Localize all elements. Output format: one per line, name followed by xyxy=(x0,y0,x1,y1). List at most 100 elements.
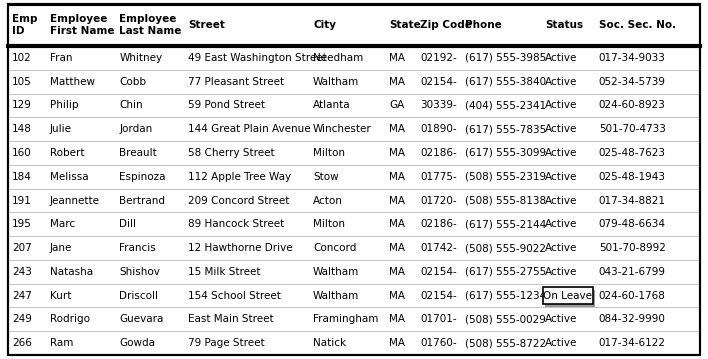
Text: Concord: Concord xyxy=(313,243,356,253)
Text: MA: MA xyxy=(389,314,405,324)
Text: 266: 266 xyxy=(12,338,32,348)
Text: 01775-: 01775- xyxy=(421,172,457,182)
Text: East Main Street: East Main Street xyxy=(188,314,274,324)
Text: Milton: Milton xyxy=(313,148,345,158)
Text: Phone: Phone xyxy=(465,20,502,30)
Text: MA: MA xyxy=(389,267,405,277)
Text: (617) 555-7835: (617) 555-7835 xyxy=(465,124,547,134)
Text: 77 Pleasant Street: 77 Pleasant Street xyxy=(188,77,285,87)
Text: Melissa: Melissa xyxy=(50,172,88,182)
Text: MA: MA xyxy=(389,77,405,87)
Text: Waltham: Waltham xyxy=(313,290,359,300)
Text: 017-34-6122: 017-34-6122 xyxy=(599,338,666,348)
Text: Active: Active xyxy=(545,124,577,134)
Text: On Leave: On Leave xyxy=(543,290,593,300)
Text: 01890-: 01890- xyxy=(421,124,457,134)
Text: Active: Active xyxy=(545,314,577,324)
Text: Jordan: Jordan xyxy=(119,124,152,134)
Text: 129: 129 xyxy=(12,101,32,111)
Text: Milton: Milton xyxy=(313,219,345,229)
Text: Active: Active xyxy=(545,219,577,229)
Text: 30339-: 30339- xyxy=(421,101,457,111)
Text: Philip: Philip xyxy=(50,101,79,111)
Text: Chin: Chin xyxy=(119,101,143,111)
Text: MA: MA xyxy=(389,172,405,182)
Text: 024-60-1768: 024-60-1768 xyxy=(599,290,666,300)
Text: (404) 555-2341: (404) 555-2341 xyxy=(465,101,547,111)
Text: (508) 555-8722: (508) 555-8722 xyxy=(465,338,547,348)
Text: 243: 243 xyxy=(12,267,32,277)
Text: 01701-: 01701- xyxy=(421,314,457,324)
Text: 112 Apple Tree Way: 112 Apple Tree Way xyxy=(188,172,292,182)
Text: Stow: Stow xyxy=(313,172,338,182)
Text: 154 School Street: 154 School Street xyxy=(188,290,281,300)
Text: 102: 102 xyxy=(12,53,32,63)
Text: 079-48-6634: 079-48-6634 xyxy=(599,219,666,229)
Text: Framingham: Framingham xyxy=(313,314,378,324)
Text: 02154-: 02154- xyxy=(421,77,457,87)
Text: 084-32-9990: 084-32-9990 xyxy=(599,314,666,324)
Text: 043-21-6799: 043-21-6799 xyxy=(599,267,666,277)
Text: 207: 207 xyxy=(12,243,32,253)
Text: 12 Hawthorne Drive: 12 Hawthorne Drive xyxy=(188,243,293,253)
Text: 02192-: 02192- xyxy=(421,53,457,63)
Text: 184: 184 xyxy=(12,172,32,182)
Text: 02186-: 02186- xyxy=(421,219,457,229)
Text: Needham: Needham xyxy=(313,53,363,63)
Text: 017-34-8821: 017-34-8821 xyxy=(599,196,666,205)
Text: 025-48-7623: 025-48-7623 xyxy=(599,148,666,158)
Text: Waltham: Waltham xyxy=(313,267,359,277)
Text: Cobb: Cobb xyxy=(119,77,147,87)
Text: Driscoll: Driscoll xyxy=(119,290,159,300)
Text: 501-70-4733: 501-70-4733 xyxy=(599,124,666,134)
Text: MA: MA xyxy=(389,290,405,300)
Text: Status: Status xyxy=(545,20,583,30)
Text: Jane: Jane xyxy=(50,243,72,253)
Text: (617) 555-1234: (617) 555-1234 xyxy=(465,290,547,300)
Text: Shishov: Shishov xyxy=(119,267,160,277)
Text: Gowda: Gowda xyxy=(119,338,155,348)
Text: Julie: Julie xyxy=(50,124,72,134)
Text: 247: 247 xyxy=(12,290,32,300)
Text: (617) 555-2755: (617) 555-2755 xyxy=(465,267,547,277)
Text: Active: Active xyxy=(545,53,577,63)
Bar xyxy=(543,287,593,304)
Text: MA: MA xyxy=(389,148,405,158)
Text: Marc: Marc xyxy=(50,219,75,229)
Text: Bertrand: Bertrand xyxy=(119,196,165,205)
Text: 024-60-8923: 024-60-8923 xyxy=(599,101,666,111)
Text: Employee
Last Name: Employee Last Name xyxy=(119,14,182,36)
Text: GA: GA xyxy=(389,101,404,111)
Text: MA: MA xyxy=(389,338,405,348)
Text: MA: MA xyxy=(389,124,405,134)
Text: 01720-: 01720- xyxy=(421,196,457,205)
Text: Employee
First Name: Employee First Name xyxy=(50,14,115,36)
Text: Breault: Breault xyxy=(119,148,157,158)
Text: 02186-: 02186- xyxy=(421,148,457,158)
Text: Kurt: Kurt xyxy=(50,290,72,300)
Text: Zip Code: Zip Code xyxy=(421,20,472,30)
Text: (617) 555-2144: (617) 555-2144 xyxy=(465,219,547,229)
Text: 148: 148 xyxy=(12,124,32,134)
Text: 59 Pond Street: 59 Pond Street xyxy=(188,101,266,111)
Text: 501-70-8992: 501-70-8992 xyxy=(599,243,666,253)
Text: Soc. Sec. No.: Soc. Sec. No. xyxy=(599,20,676,30)
Text: MA: MA xyxy=(389,243,405,253)
Text: 195: 195 xyxy=(12,219,32,229)
Text: 89 Hancock Street: 89 Hancock Street xyxy=(188,219,285,229)
Text: (617) 555-3985: (617) 555-3985 xyxy=(465,53,547,63)
Text: 105: 105 xyxy=(12,77,32,87)
Text: MA: MA xyxy=(389,196,405,205)
Text: 58 Cherry Street: 58 Cherry Street xyxy=(188,148,275,158)
Text: Acton: Acton xyxy=(313,196,343,205)
Text: Ram: Ram xyxy=(50,338,74,348)
Text: Natasha: Natasha xyxy=(50,267,93,277)
Text: Street: Street xyxy=(188,20,225,30)
Text: Waltham: Waltham xyxy=(313,77,359,87)
Text: Active: Active xyxy=(545,338,577,348)
Text: State: State xyxy=(389,20,421,30)
Text: (508) 555-0029: (508) 555-0029 xyxy=(465,314,546,324)
Text: Active: Active xyxy=(545,243,577,253)
Text: Active: Active xyxy=(545,196,577,205)
Text: Rodrigo: Rodrigo xyxy=(50,314,90,324)
